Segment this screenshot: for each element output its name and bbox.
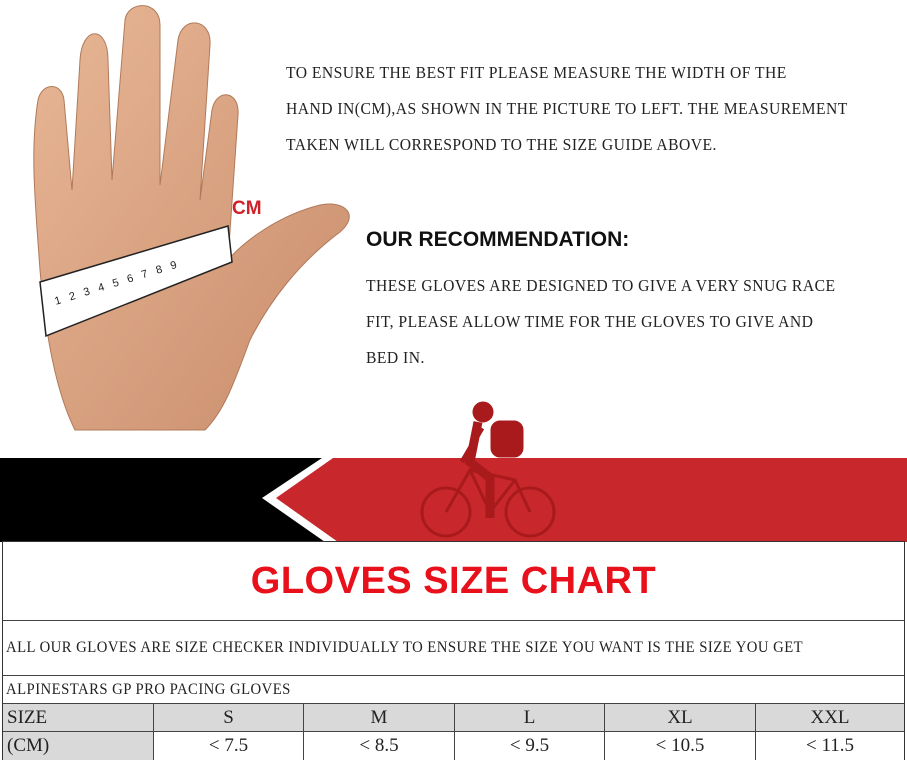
ruler-tick: 4 [96,281,107,295]
banner-black [0,458,325,542]
size-chart-title: GLOVES SIZE CHART [250,559,657,602]
measurement-cell: < 11.5 [756,732,904,760]
measurement-cell: < 8.5 [304,732,455,760]
measurement-cell: < 10.5 [605,732,756,760]
size-header-row: SIZE S M L XL XXL [3,704,904,732]
size-chart-note: ALL OUR GLOVES ARE SIZE CHECKER INDIVIDU… [6,639,804,656]
measure-instructions: TO ENSURE THE BEST FIT PLEASE MEASURE TH… [286,55,907,163]
banner-red [276,458,907,542]
ruler-tick: 9 [168,259,179,273]
size-cell: XXL [756,704,904,732]
ruler-tick: 6 [125,272,135,286]
recommendation-line: FIT, PLEASE ALLOW TIME FOR THE GLOVES TO… [366,312,814,331]
measurement-cell: < 7.5 [154,732,304,760]
ruler-tick: 3 [82,285,92,299]
ruler [39,225,233,338]
ruler-tick: 7 [140,267,150,282]
recommendation-line: THESE GLOVES ARE DESIGNED TO GIVE A VERY… [366,276,836,295]
cyclist-icon [420,401,556,538]
recommendation-title: OUR RECOMMENDATION: [366,228,630,251]
instruction-line: TO ENSURE THE BEST FIT PLEASE MEASURE TH… [286,63,787,82]
ruler-tick: 8 [154,263,164,277]
cyclist-banner [0,401,907,542]
size-label: SIZE [3,704,154,732]
ruler-unit-label: CM [232,198,262,219]
size-cell: S [154,704,304,732]
size-chart-table: GLOVES SIZE CHART ALL OUR GLOVES ARE SIZ… [2,541,905,760]
recommendation-text: THESE GLOVES ARE DESIGNED TO GIVE A VERY… [366,268,907,376]
measurement-cell: < 9.5 [455,732,605,760]
size-cell: XL [605,704,756,732]
size-cell: L [455,704,605,732]
size-cell: M [304,704,455,732]
measurement-row: (CM) < 7.5 < 8.5 < 9.5 < 10.5 < 11.5 [3,732,904,760]
ruler-tick: 2 [67,290,78,304]
instruction-line: TAKEN WILL CORRESPOND TO THE SIZE GUIDE … [286,135,717,154]
ruler-tick: 5 [111,276,121,291]
product-name: ALPINESTARS GP PRO PACING GLOVES [6,680,291,698]
instruction-line: HAND IN(CM),AS SHOWN IN THE PICTURE TO L… [286,99,848,118]
recommendation-line: BED IN. [366,348,425,367]
unit-label: (CM) [3,732,154,760]
hand-illustration [33,5,350,431]
